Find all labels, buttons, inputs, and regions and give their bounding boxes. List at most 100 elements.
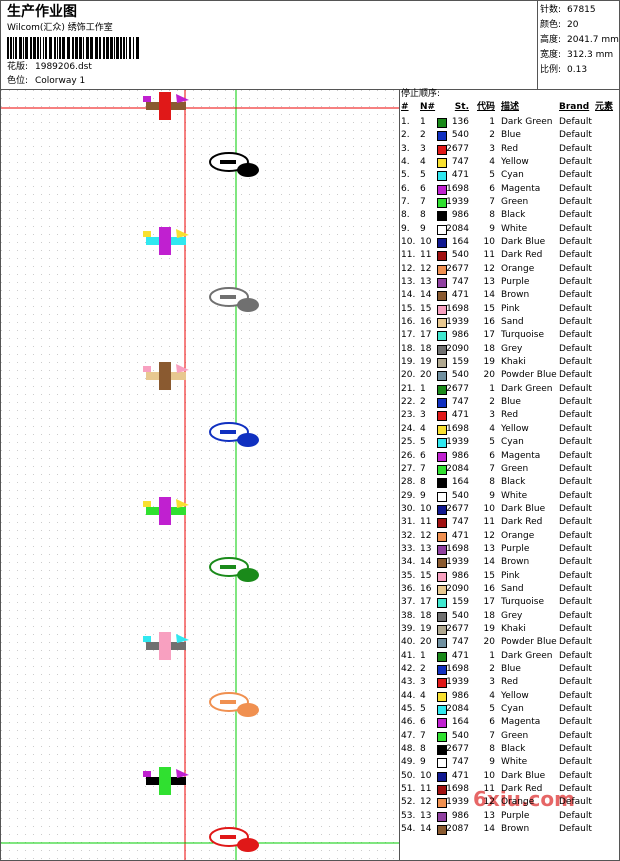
swatch — [437, 411, 447, 422]
row-number: 31. — [401, 517, 416, 528]
bar — [123, 37, 125, 59]
bar — [90, 37, 93, 59]
description: Black — [501, 210, 526, 221]
swatch — [437, 744, 447, 755]
divider — [399, 89, 400, 860]
stitches: 471 — [451, 410, 469, 421]
needle: 14 — [420, 557, 432, 568]
stitches: 2677 — [446, 743, 469, 754]
row-number: 11. — [401, 250, 416, 261]
description: Red — [501, 677, 519, 688]
brand: Default — [559, 437, 592, 448]
needle: 16 — [420, 317, 432, 328]
bar — [136, 37, 139, 59]
needle: 13 — [420, 810, 432, 821]
row-number: 27. — [401, 463, 416, 474]
swatch — [437, 371, 447, 382]
description: Dark Red — [501, 784, 543, 794]
row-number: 3. — [401, 143, 410, 154]
bar — [103, 37, 105, 59]
needle: 10 — [420, 503, 432, 514]
brand: Default — [559, 397, 592, 408]
column-header: N# — [420, 102, 436, 112]
bar — [79, 37, 82, 59]
design: 1989206.dst — [35, 62, 92, 72]
brand: Default — [559, 490, 592, 501]
description: Dark Green — [501, 650, 553, 661]
column-header: 代码 — [476, 102, 495, 112]
description: Blue — [501, 130, 521, 141]
row-number: 2. — [401, 130, 410, 141]
stitches: 1939 — [446, 677, 469, 688]
row-number: 52. — [401, 797, 416, 808]
bar — [114, 37, 115, 59]
row-number: 12. — [401, 263, 416, 274]
stitch-shape — [176, 769, 189, 778]
description: Dark Blue — [501, 237, 546, 248]
needle: 13 — [420, 277, 432, 288]
swatch — [437, 718, 447, 729]
code: 11 — [483, 517, 495, 528]
swatch — [437, 478, 447, 489]
row-number: 29. — [401, 490, 416, 501]
brand: Default — [559, 303, 592, 314]
watermark: 6xiu.com — [473, 787, 575, 811]
description: Dark Blue — [501, 770, 546, 781]
stitch-shape — [176, 634, 189, 643]
needle: 4 — [420, 423, 426, 434]
brand: Default — [559, 383, 592, 394]
swatch — [437, 811, 447, 822]
needle: 6 — [420, 450, 426, 461]
swatch — [437, 118, 447, 128]
code: 9 — [489, 223, 495, 234]
stitch-shape — [220, 295, 236, 299]
needle: 4 — [420, 690, 426, 701]
code: 6 — [489, 183, 495, 194]
needle: 2 — [420, 663, 426, 674]
brand: Default — [559, 210, 592, 221]
brand: Default — [559, 423, 592, 434]
brand: Default — [559, 477, 592, 488]
row-number: 39. — [401, 623, 416, 634]
swatch — [437, 731, 447, 742]
stitches: 986 — [451, 570, 469, 581]
stitches: 747 — [451, 277, 469, 288]
info-label: 比例: — [540, 65, 562, 75]
needle: 7 — [420, 730, 426, 741]
row-number: 6. — [401, 183, 410, 194]
title: 生产作业图 — [7, 4, 77, 20]
row-number: 37. — [401, 597, 416, 608]
stitch-shape — [176, 94, 189, 103]
column-header: St. — [454, 102, 469, 112]
code: 7 — [489, 730, 495, 741]
swatch — [437, 158, 447, 169]
bar — [110, 37, 113, 59]
code: 2 — [489, 130, 495, 141]
stitches: 164 — [451, 477, 469, 488]
code: 5 — [489, 170, 495, 181]
row-number: 16. — [401, 317, 416, 328]
brand: Default — [559, 170, 592, 181]
description: Dark Red — [501, 517, 543, 528]
stitch-shape — [143, 501, 151, 507]
stitch-shape — [159, 497, 171, 525]
code: 4 — [489, 157, 495, 168]
swatch — [437, 251, 447, 262]
swatch — [437, 544, 447, 555]
stitches: 2090 — [446, 583, 469, 594]
bar — [15, 37, 17, 59]
description: Khaki — [501, 357, 526, 368]
brand: Default — [559, 450, 592, 461]
description: Black — [501, 477, 526, 488]
code: 1 — [489, 650, 495, 661]
stitch-shape — [237, 433, 259, 447]
code: 8 — [489, 477, 495, 488]
row-number: 47. — [401, 730, 416, 741]
stitches: 164 — [451, 237, 469, 248]
code: 12 — [483, 797, 495, 808]
bar — [10, 37, 12, 59]
needle: 5 — [420, 437, 426, 448]
stitches: 540 — [451, 490, 469, 501]
row-number: 35. — [401, 570, 416, 581]
row-number: 13. — [401, 277, 416, 288]
